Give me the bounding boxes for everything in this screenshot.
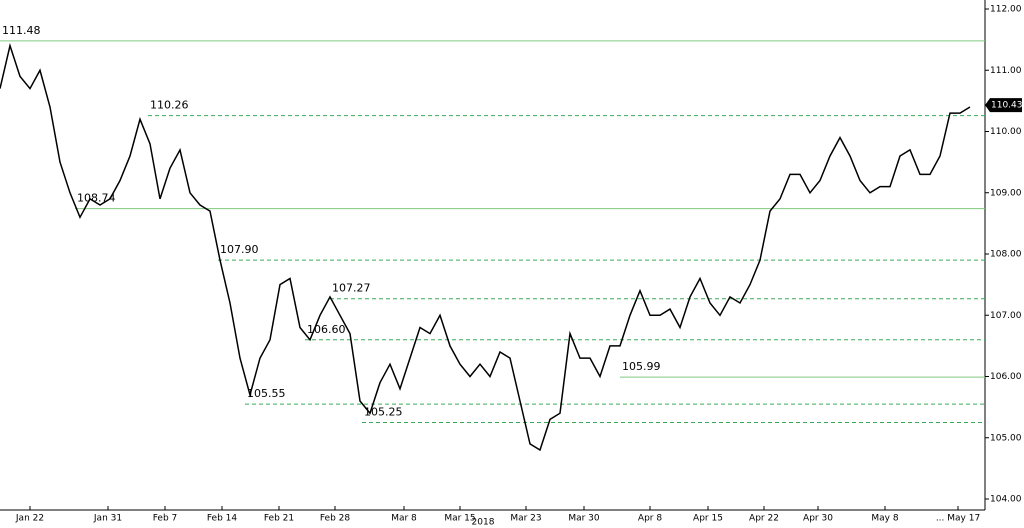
x-axis-label: 2018 [472,518,495,528]
level-label: 107.90 [220,243,259,256]
x-tick-label: Jan 22 [15,514,44,524]
level-label: 106.60 [307,323,346,336]
last-price-label: 110.43 [991,101,1023,111]
level-label: 110.26 [150,99,189,112]
y-tick-label: 104.00 [990,495,1022,505]
y-tick-label: 107.00 [990,311,1022,321]
y-tick-label: 108.00 [990,250,1022,260]
level-label: 105.25 [364,405,403,418]
x-tick-label: Mar 23 [510,514,541,524]
y-tick-label: 111.00 [990,66,1022,76]
level-label: 111.48 [2,24,41,37]
x-tick-label: Feb 7 [153,514,178,524]
x-tick-label: ... May 17 [936,514,980,524]
y-tick-label: 112.00 [990,5,1022,15]
y-tick-label: 110.00 [990,127,1022,137]
x-tick-label: Mar 15 [444,514,475,524]
level-label: 105.99 [622,360,661,373]
x-tick-label: Jan 31 [93,514,122,524]
y-tick-label: 109.00 [990,188,1022,198]
level-label: 105.55 [247,387,286,400]
x-tick-label: Apr 22 [749,514,779,524]
x-tick-label: Feb 14 [207,514,238,524]
x-tick-label: Apr 15 [693,514,723,524]
x-tick-label: Mar 30 [568,514,600,524]
y-tick-label: 106.00 [990,372,1022,382]
x-tick-label: Feb 28 [320,514,351,524]
x-tick-label: Mar 8 [391,514,417,524]
price-line [0,42,971,452]
x-tick-label: Apr 8 [638,514,662,524]
level-label: 107.27 [332,282,371,295]
y-tick-label: 105.00 [990,433,1022,443]
x-tick-label: Feb 21 [264,514,294,524]
x-tick-label: May 8 [871,514,898,524]
x-tick-label: Apr 30 [803,514,833,524]
last-price-tag [985,98,1022,113]
